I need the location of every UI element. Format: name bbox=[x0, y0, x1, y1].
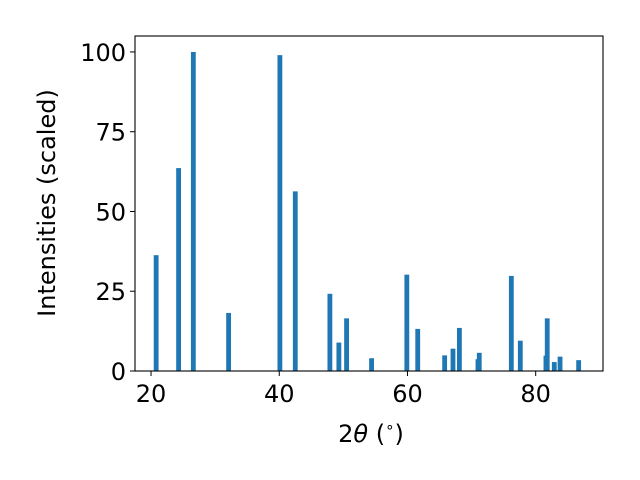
bar-20 bbox=[544, 318, 550, 371]
y-tick-label-50: 50 bbox=[95, 198, 126, 226]
plot-frame bbox=[134, 35, 604, 372]
y-axis-ticks: 0 25 50 75 100 bbox=[80, 39, 135, 386]
bar-18 bbox=[517, 340, 523, 371]
x-axis-ticks: 20 40 60 80 bbox=[136, 371, 551, 408]
bar-17 bbox=[508, 275, 514, 371]
bar-2 bbox=[190, 51, 196, 371]
x-tick-label-40: 40 bbox=[264, 380, 295, 408]
x-tick-label-80: 80 bbox=[520, 380, 551, 408]
y-tick-label-0: 0 bbox=[111, 358, 126, 386]
bar-7 bbox=[336, 342, 342, 371]
bar-10 bbox=[404, 274, 410, 371]
bar-0 bbox=[153, 255, 159, 371]
bar-21 bbox=[551, 362, 557, 371]
bar-13 bbox=[450, 348, 456, 371]
bar-9 bbox=[369, 358, 374, 371]
bar-22 bbox=[557, 356, 563, 371]
bar-3 bbox=[226, 312, 232, 371]
x-axis-label: 2θ (∘) bbox=[338, 418, 404, 448]
bar-1 bbox=[176, 168, 181, 371]
y-tick-label-25: 25 bbox=[95, 278, 126, 306]
y-tick-label-100: 100 bbox=[80, 39, 126, 67]
y-axis-label: Intensities (scaled) bbox=[33, 89, 61, 317]
bar-16 bbox=[476, 352, 482, 371]
bars-group bbox=[153, 51, 582, 371]
bar-14 bbox=[456, 327, 462, 371]
bar-6 bbox=[327, 293, 333, 371]
bar-11 bbox=[415, 328, 421, 371]
bar-23 bbox=[576, 360, 582, 371]
x-tick-label-20: 20 bbox=[136, 380, 167, 408]
bar-5 bbox=[292, 191, 298, 371]
bar-4 bbox=[277, 55, 283, 371]
bar-12 bbox=[442, 355, 448, 371]
y-tick-label-75: 75 bbox=[95, 119, 126, 147]
bar-8 bbox=[344, 318, 349, 371]
x-tick-label-60: 60 bbox=[392, 380, 423, 408]
